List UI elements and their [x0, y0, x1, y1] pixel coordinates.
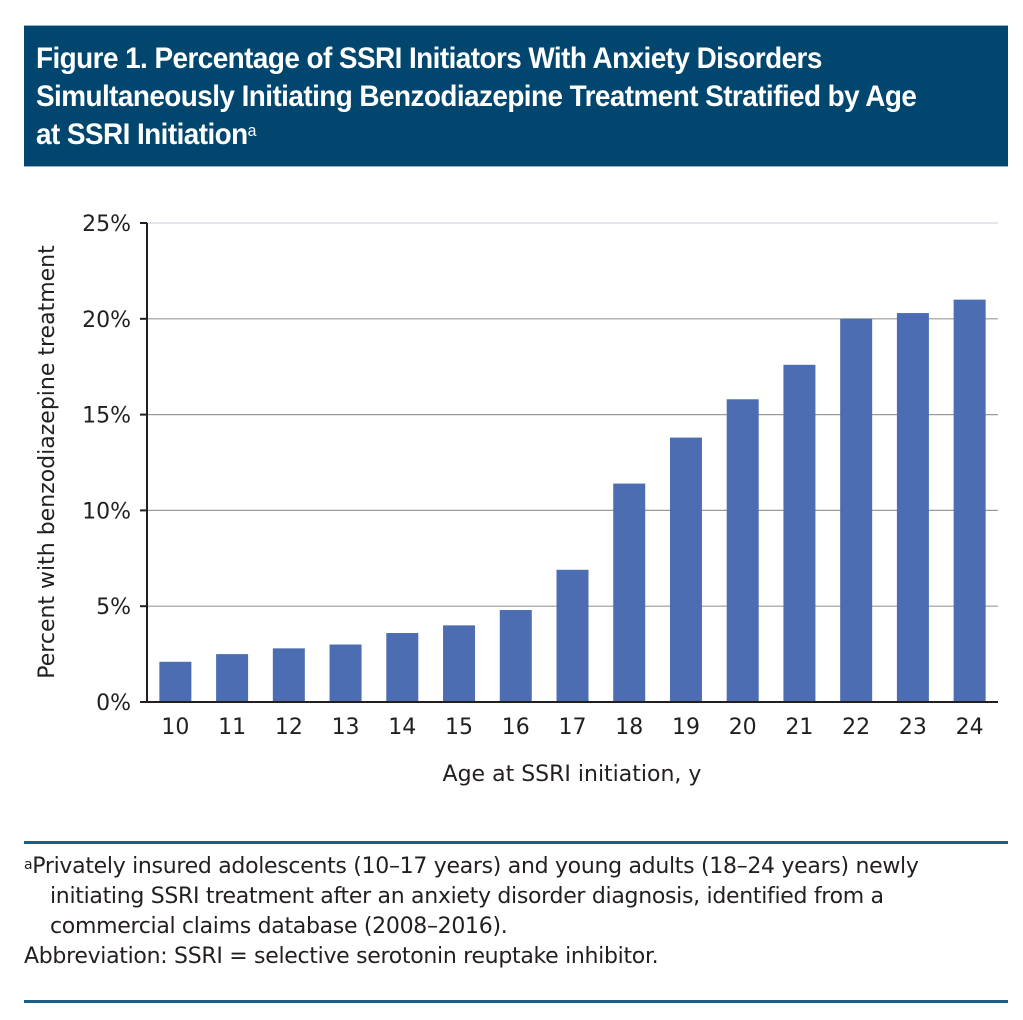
title-footnote-marker: a [247, 121, 257, 140]
y-tick-label: 10% [82, 499, 131, 524]
bar [840, 318, 873, 702]
x-tick-label: 20 [729, 715, 757, 740]
footnote-top-rule [24, 841, 1008, 844]
bar [272, 648, 305, 702]
bar [613, 483, 646, 702]
x-tick-label: 11 [218, 715, 246, 740]
x-tick-label: 14 [388, 715, 416, 740]
y-tick-label: 0% [96, 691, 131, 716]
x-tick-label: 13 [332, 715, 360, 740]
y-tick-label: 20% [82, 308, 131, 333]
y-tick-label: 25% [82, 212, 131, 237]
y-tick-labels: 0% 5% 10% 15% 20% 25% [82, 212, 131, 716]
bar-chart: 0% 5% 10% 15% 20% 25% 10 11 12 13 14 15 16 17 18 19 20 2… [35, 212, 998, 787]
y-tick-label: 15% [82, 404, 131, 429]
footnotes: aPrivately insured adolescents (10–17 ye… [24, 852, 1004, 972]
footnote-abbreviation: Abbreviation: SSRI = selective serotonin… [24, 944, 659, 969]
x-tick-label: 24 [956, 715, 984, 740]
x-tick-labels: 10 11 12 13 14 15 16 17 18 19 20 21 22 23 24 [161, 715, 983, 740]
bar [953, 299, 986, 702]
x-tick-label: 15 [445, 715, 473, 740]
x-axis-title: Age at SSRI initiation, y [443, 762, 702, 787]
bar [443, 625, 476, 702]
x-tick-label: 21 [785, 715, 813, 740]
footnote-a: aPrivately insured adolescents (10–17 ye… [24, 852, 1004, 942]
y-tick-label: 5% [96, 595, 131, 620]
bar [726, 399, 759, 702]
x-tick-label: 10 [161, 715, 189, 740]
bar [386, 633, 419, 702]
x-tick-label: 23 [899, 715, 927, 740]
bar [669, 437, 702, 702]
x-tick-label: 19 [672, 715, 700, 740]
x-tick-label: 16 [502, 715, 530, 740]
x-tick-label: 17 [559, 715, 587, 740]
bar [499, 610, 532, 702]
figure-title-banner: Figure 1. Percentage of SSRI Initiators … [24, 25, 1008, 167]
footnote-a-marker: a [24, 857, 33, 873]
bar [556, 569, 589, 702]
footnote-a-text: Privately insured adolescents (10–17 yea… [32, 854, 919, 939]
bar [329, 644, 362, 702]
x-tick-label: 22 [842, 715, 870, 740]
bar [159, 661, 192, 702]
bar [216, 654, 249, 702]
y-axis-title: Percent with benzodiazepine treatment [35, 245, 60, 679]
x-tick-label: 18 [615, 715, 643, 740]
bar [783, 364, 816, 702]
figure-title: Figure 1. Percentage of SSRI Initiators … [36, 40, 929, 154]
figure-title-text: Figure 1. Percentage of SSRI Initiators … [36, 42, 917, 151]
footnote-bottom-rule [24, 1000, 1008, 1003]
x-tick-label: 12 [275, 715, 303, 740]
bar [896, 313, 929, 702]
axes [140, 222, 998, 703]
bars [159, 299, 986, 702]
